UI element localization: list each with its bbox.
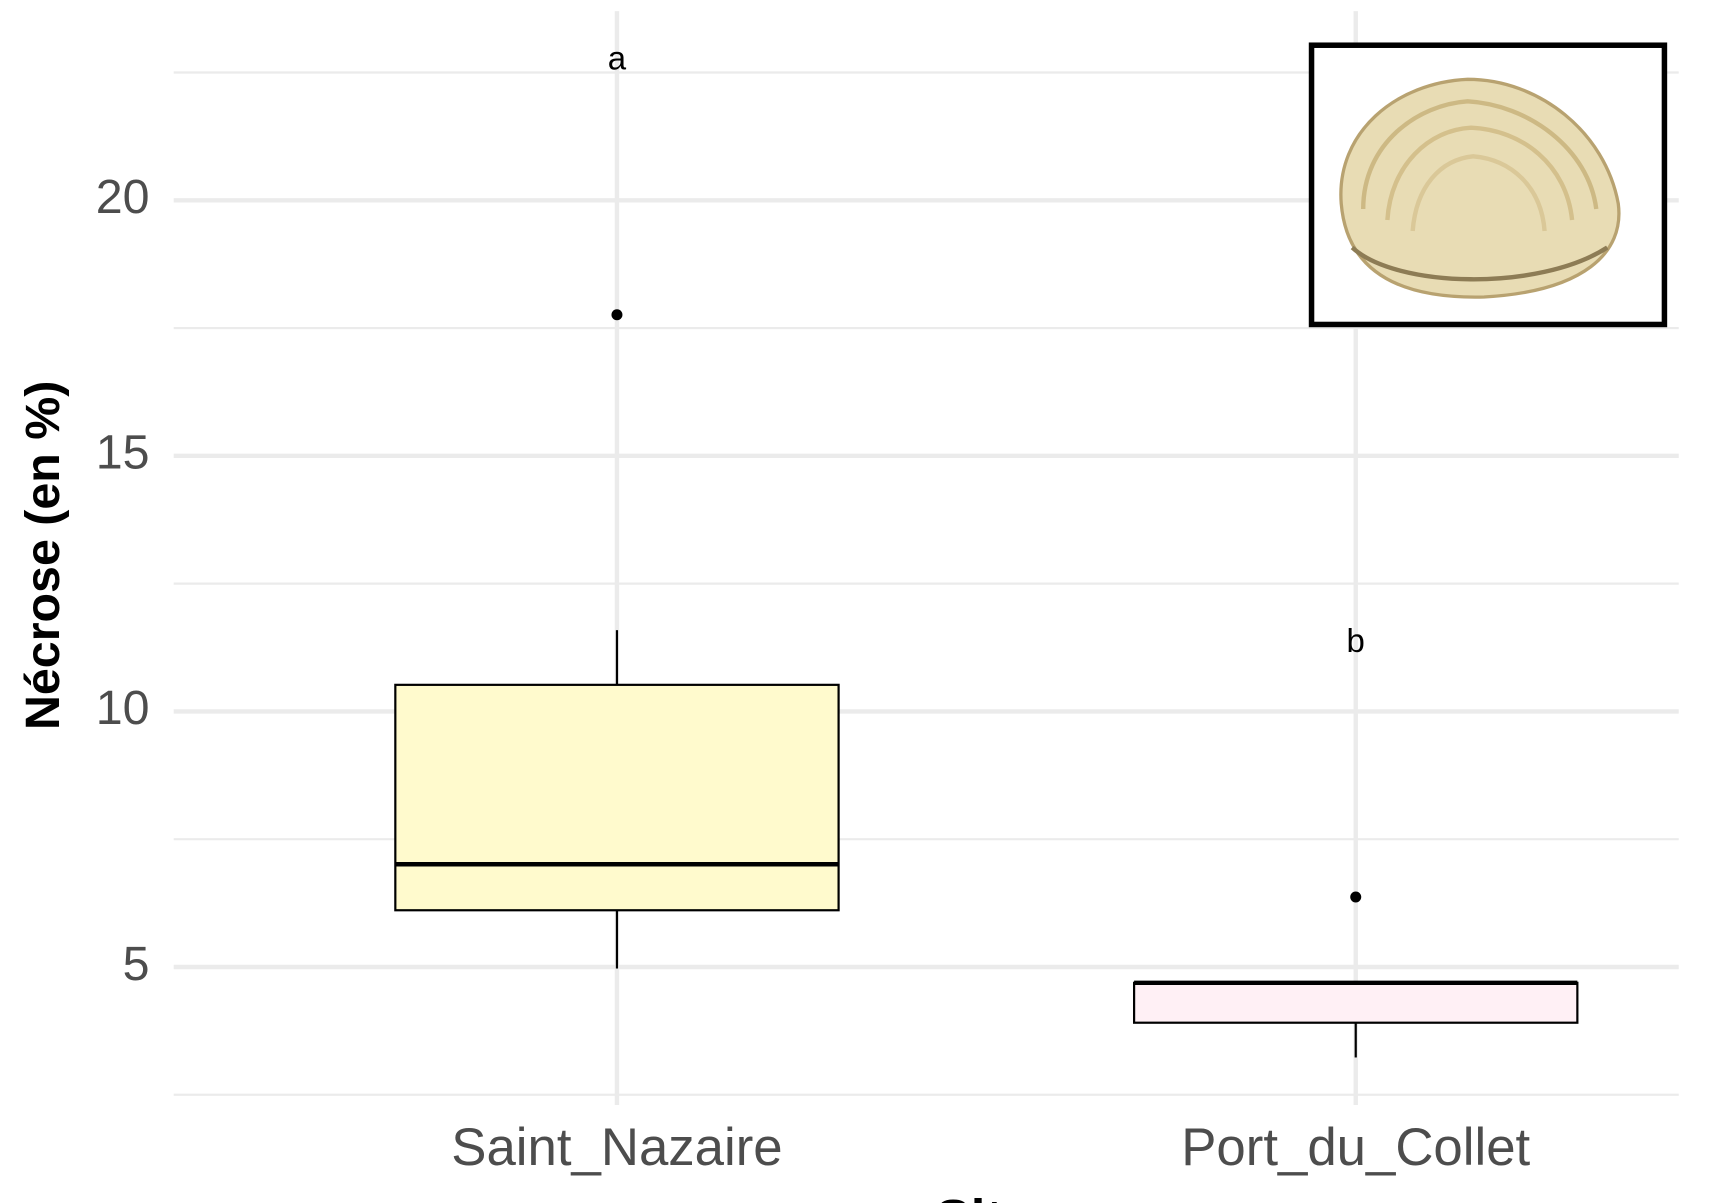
x-axis-title: Site xyxy=(936,1190,1033,1203)
clam-ring xyxy=(1410,154,1547,232)
y-axis-title: Nécrose (en %) xyxy=(16,381,70,730)
clam-ring xyxy=(1385,125,1575,221)
x-tick-label: Port_du_Collet xyxy=(1181,1118,1530,1177)
box xyxy=(394,683,840,912)
outlier xyxy=(1350,891,1362,903)
clam-inset xyxy=(1308,42,1668,328)
outlier xyxy=(611,309,623,321)
annotation: a xyxy=(608,39,627,76)
clam-ring xyxy=(1361,99,1599,210)
annotation: b xyxy=(1347,622,1365,659)
clam-edge xyxy=(1350,245,1609,282)
y-tick-label: 5 xyxy=(123,937,150,991)
y-tick-label: 10 xyxy=(96,681,150,735)
box xyxy=(1132,981,1579,1024)
y-tick-label: 20 xyxy=(96,170,150,224)
marks: ab xyxy=(394,39,1579,1058)
y-tick-label: 15 xyxy=(96,426,150,480)
x-tick-label: Saint_Nazaire xyxy=(451,1118,782,1177)
